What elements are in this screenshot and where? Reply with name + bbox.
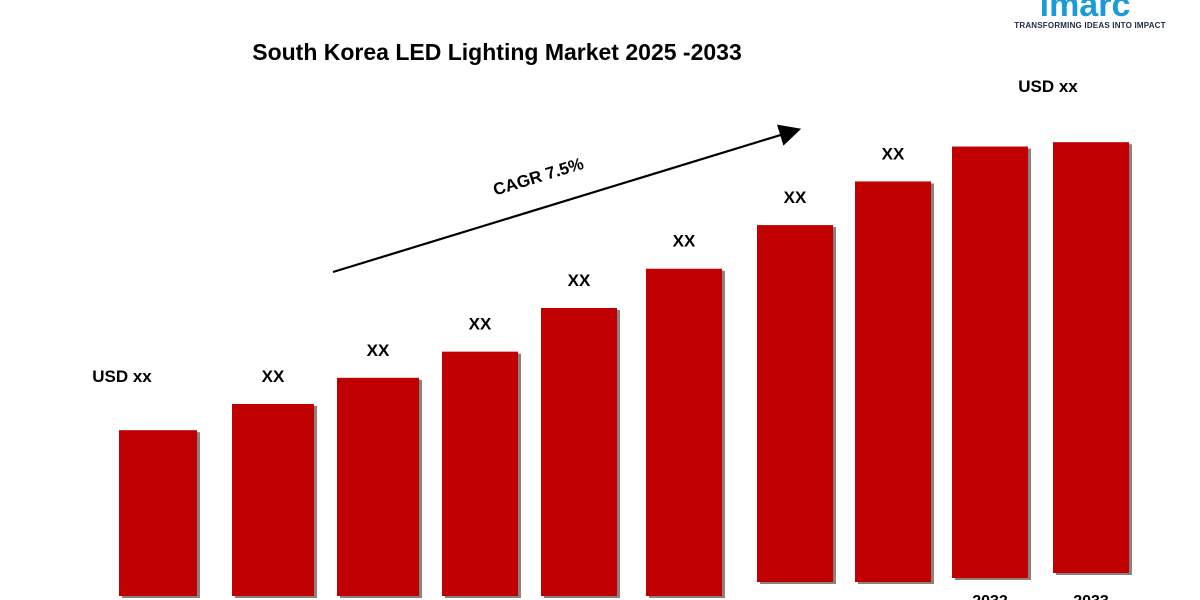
bar-10 [1053,142,1129,573]
cagr-label: CAGR 7.5% [491,154,586,200]
bar-value-label-5: XX [568,271,591,290]
bar-value-label-3: XX [367,341,390,360]
bar-value-label-6: XX [673,232,696,251]
bar-5 [541,308,617,596]
bar-value-label-4: XX [469,315,492,334]
x-tick-label-1: 2032 [972,593,1008,600]
bar-series [119,142,1132,598]
bar-9 [952,146,1028,578]
bar-6 [646,268,722,596]
bar-4 [442,351,518,596]
bar-value-label-1: USD xx [92,367,152,386]
bar-value-labels: USD xx XX XX XX XX XX XX XX USD xx [92,77,1078,386]
bar-value-label-2: XX [262,367,285,386]
bar-3 [337,377,419,596]
bar-value-label-10: USD xx [1018,77,1078,96]
logo-wordmark: imarc [1040,0,1131,24]
cagr-arrow [332,124,802,274]
bar-value-label-8: XX [882,144,905,163]
bar-value-label-7: XX [784,188,807,207]
bar-7 [757,225,833,582]
x-tick-label-2: 2033 [1073,593,1109,600]
imarc-logo: imarc TRANSFORMING IDEAS INTO IMPACT [1014,0,1165,30]
x-tick-fragments: 2032 2033 [972,593,1109,600]
bar-8 [855,181,931,583]
chart-title: South Korea LED Lighting Market 2025 -20… [252,39,742,65]
bar-1 [119,430,197,596]
bar-2 [232,404,314,596]
logo-tagline: TRANSFORMING IDEAS INTO IMPACT [1014,21,1165,30]
